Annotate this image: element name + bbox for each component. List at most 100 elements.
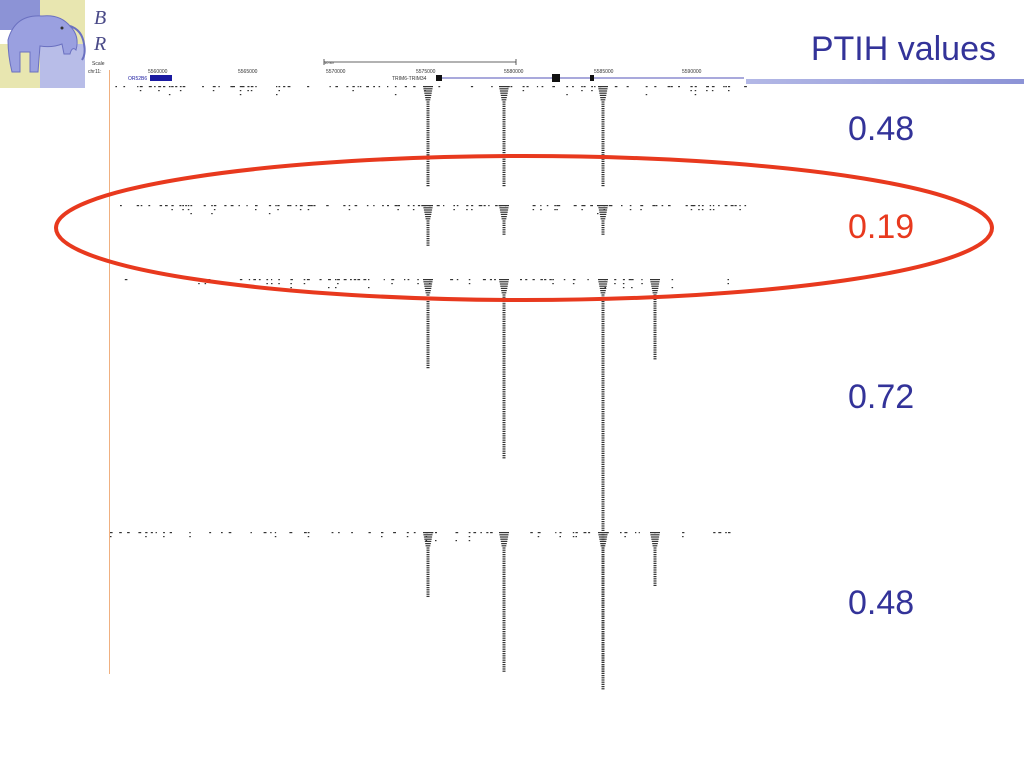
read-mark xyxy=(499,536,509,538)
read-mark xyxy=(426,116,430,118)
read-mark xyxy=(502,119,506,121)
read-mark xyxy=(556,209,558,211)
read-mark xyxy=(368,279,370,281)
read-mark xyxy=(331,532,334,534)
position-labels: 5560000 5565000 5570000 5575000 5580000 … xyxy=(148,69,702,75)
read-mark xyxy=(491,86,493,88)
read-mark xyxy=(426,560,430,562)
read-mark xyxy=(247,90,249,92)
read-mark xyxy=(601,439,605,441)
read-mark xyxy=(583,86,586,88)
read-mark xyxy=(189,536,191,538)
read-mark xyxy=(502,554,506,556)
read-mark xyxy=(601,609,605,611)
read-mark xyxy=(690,86,693,88)
read-mark xyxy=(502,358,506,360)
read-mark xyxy=(426,360,430,362)
read-mark xyxy=(425,545,431,547)
read-mark xyxy=(601,521,605,523)
read-mark xyxy=(563,279,566,281)
read-mark xyxy=(425,292,431,294)
read-mark xyxy=(275,205,277,207)
read-mark xyxy=(502,227,506,229)
read-mark xyxy=(502,650,506,652)
read-mark xyxy=(500,92,508,94)
logo: B R xyxy=(0,0,106,88)
read-mark xyxy=(601,347,605,349)
read-mark xyxy=(204,283,207,285)
read-mark xyxy=(599,92,607,94)
read-mark xyxy=(601,336,605,338)
read-mark xyxy=(424,540,432,542)
read-mark xyxy=(335,86,338,88)
read-mark xyxy=(502,103,506,105)
read-mark xyxy=(168,86,171,88)
read-mark xyxy=(601,158,605,160)
read-mark xyxy=(690,205,694,207)
read-mark xyxy=(601,494,605,496)
read-mark xyxy=(426,591,430,593)
read-mark xyxy=(599,94,607,96)
read-mark xyxy=(601,628,605,630)
read-mark xyxy=(653,565,657,567)
read-mark xyxy=(502,433,506,435)
read-mark xyxy=(232,86,235,88)
read-mark xyxy=(711,90,714,92)
read-mark xyxy=(601,587,605,589)
read-mark xyxy=(587,279,589,281)
read-mark xyxy=(601,358,605,360)
read-mark xyxy=(601,233,605,235)
read-mark xyxy=(502,105,506,107)
read-mark xyxy=(502,296,506,298)
read-mark xyxy=(604,287,606,289)
read-mark xyxy=(366,86,369,88)
read-mark xyxy=(426,123,430,125)
read-mark xyxy=(572,279,576,281)
read-mark xyxy=(278,86,281,88)
read-mark xyxy=(598,90,608,92)
read-mark xyxy=(502,353,506,355)
read-mark xyxy=(502,351,506,353)
read-mark xyxy=(499,88,509,90)
read-mark xyxy=(601,351,605,353)
read-mark xyxy=(601,459,605,461)
read-mark xyxy=(501,218,507,220)
read-mark xyxy=(556,205,559,207)
read-mark xyxy=(426,160,430,162)
read-mark xyxy=(163,536,165,538)
read-mark xyxy=(423,205,433,207)
read-mark xyxy=(502,391,506,393)
read-mark xyxy=(502,611,506,613)
read-mark xyxy=(502,613,506,615)
read-mark xyxy=(694,86,697,88)
read-mark xyxy=(190,205,193,207)
read-mark xyxy=(653,294,657,296)
read-mark xyxy=(653,551,657,553)
read-mark xyxy=(230,86,233,88)
read-mark xyxy=(601,163,605,165)
read-mark xyxy=(601,408,605,410)
read-mark xyxy=(502,169,506,171)
read-mark xyxy=(601,364,605,366)
read-mark xyxy=(502,180,506,182)
read-mark xyxy=(335,279,337,281)
read-mark xyxy=(426,320,430,322)
read-mark xyxy=(653,345,657,347)
read-mark xyxy=(601,527,605,529)
read-mark xyxy=(502,130,506,132)
read-mark xyxy=(426,323,430,325)
read-mark xyxy=(426,556,430,558)
read-mark xyxy=(651,287,659,289)
read-mark xyxy=(502,424,506,426)
read-mark xyxy=(601,582,605,584)
read-mark xyxy=(424,92,432,94)
read-mark xyxy=(502,382,506,384)
read-mark xyxy=(601,415,605,417)
read-mark xyxy=(601,483,605,485)
read-mark xyxy=(303,283,306,285)
read-mark xyxy=(546,205,549,207)
read-mark xyxy=(711,86,715,88)
read-mark xyxy=(502,565,506,567)
read-mark xyxy=(502,589,506,591)
read-mark xyxy=(412,209,415,211)
